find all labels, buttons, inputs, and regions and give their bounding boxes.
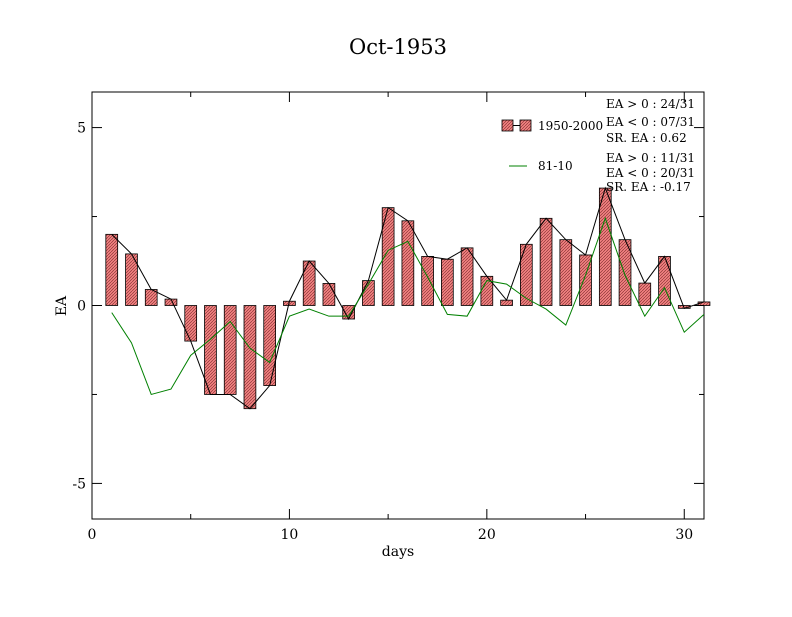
bar xyxy=(539,217,553,306)
x-tick-label: 0 xyxy=(88,527,97,543)
x-tick-label: 10 xyxy=(281,527,299,543)
bar xyxy=(105,233,119,306)
bar-top-trace xyxy=(111,186,705,410)
legend-label-81-10: 81-10 xyxy=(538,159,573,173)
bar xyxy=(500,299,513,306)
legend-stat: SR. EA : -0.17 xyxy=(606,180,691,194)
legend-stat: EA > 0 : 24/31 xyxy=(606,97,695,111)
bar xyxy=(223,305,237,395)
bar xyxy=(204,305,217,395)
bar xyxy=(322,283,336,306)
y-axis-label: EA xyxy=(54,295,70,316)
bar xyxy=(401,220,415,306)
series-line-81-10 xyxy=(111,216,705,396)
legend-stat: EA > 0 : 11/31 xyxy=(606,151,695,165)
bar xyxy=(263,305,277,386)
bar xyxy=(598,187,612,306)
chart-title: Oct-1953 xyxy=(349,35,447,59)
y-tick-label: 5 xyxy=(77,121,86,137)
y-tick-label: -5 xyxy=(72,476,86,492)
legend-swatch-1950-2000-right xyxy=(519,119,532,132)
bar xyxy=(441,258,454,306)
bar xyxy=(421,255,434,306)
x-axis-label: days xyxy=(382,544,414,560)
legend: 1950-2000 81-10 EA > 0 : 24/31 EA < 0 : … xyxy=(501,97,695,194)
bar xyxy=(302,260,316,306)
legend-stat: SR. EA : 0.62 xyxy=(606,131,687,145)
y-tick-label: 0 xyxy=(77,299,86,315)
bar xyxy=(243,305,257,410)
legend-swatch-1950-2000-left xyxy=(501,119,514,132)
bar xyxy=(559,239,573,306)
legend-stat: EA < 0 : 07/31 xyxy=(606,115,695,129)
bar xyxy=(638,282,652,306)
bar xyxy=(184,305,198,342)
line-series-81-10 xyxy=(111,216,705,396)
legend-label-1950-2000: 1950-2000 xyxy=(538,119,603,133)
axis-ticks: 0 10 20 30 5 0 -5 xyxy=(72,92,704,543)
x-tick-label: 30 xyxy=(675,527,693,543)
bar-trace-line xyxy=(111,186,705,410)
bar-series-1950-2000 xyxy=(105,187,711,410)
legend-stat: EA < 0 : 20/31 xyxy=(606,166,695,180)
bar xyxy=(460,247,474,306)
bar xyxy=(520,243,533,306)
x-tick-label: 20 xyxy=(478,527,496,543)
